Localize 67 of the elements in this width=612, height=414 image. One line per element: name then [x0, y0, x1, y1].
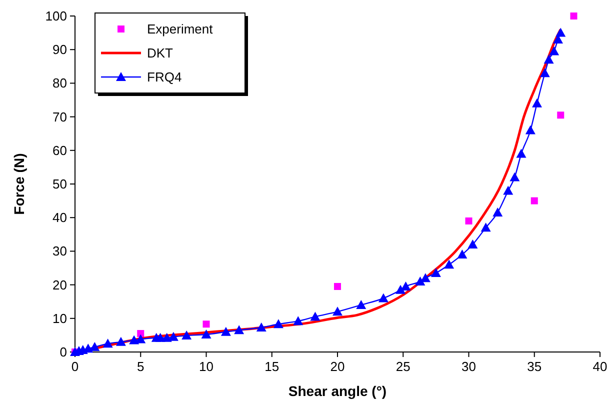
point [457, 250, 468, 259]
x-tick-label: 20 [330, 359, 345, 374]
y-tick-label: 30 [52, 244, 67, 259]
point [378, 293, 388, 302]
x-tick-label: 15 [264, 359, 280, 374]
point [480, 222, 491, 232]
point [310, 312, 320, 321]
y-tick-label: 50 [52, 176, 67, 192]
point [90, 342, 100, 351]
point [137, 330, 144, 338]
point [202, 320, 210, 328]
point [396, 284, 406, 294]
point [182, 330, 192, 340]
point [468, 239, 478, 248]
point [556, 28, 566, 37]
point [532, 98, 542, 108]
point [510, 172, 520, 182]
point [273, 319, 284, 328]
x-tick-label: 40 [592, 359, 608, 374]
x-tick-label: 35 [527, 359, 542, 374]
point [334, 282, 341, 290]
point [256, 322, 266, 332]
point [570, 12, 578, 20]
y-tick-label: 100 [45, 8, 67, 24]
point [430, 268, 441, 278]
x-tick-label: 5 [137, 359, 144, 374]
y-tick-label: 20 [52, 277, 67, 292]
point [557, 112, 564, 119]
point [136, 334, 146, 344]
y-axis-title: Force (N) [11, 153, 27, 215]
point [356, 300, 366, 309]
y-tick-label: 70 [52, 109, 67, 124]
point [102, 338, 113, 348]
x-tick-label: 10 [199, 359, 214, 374]
point [503, 186, 514, 195]
point [530, 197, 538, 204]
legend-label: DKT [147, 46, 174, 60]
y-tick-label: 90 [52, 42, 67, 58]
x-axis-title: Shear angle (°) [288, 383, 387, 399]
y-tick-label: 80 [52, 76, 67, 91]
legend-label: Experiment [147, 22, 214, 36]
y-tick-label: 60 [52, 142, 67, 158]
point [492, 208, 503, 217]
point [116, 336, 126, 346]
point [540, 68, 550, 78]
point [293, 316, 304, 326]
x-tick-label: 0 [71, 359, 79, 374]
y-tick-label: 40 [52, 210, 67, 226]
point [234, 325, 244, 334]
point [465, 217, 472, 224]
point [332, 306, 342, 316]
point [444, 260, 454, 269]
point [549, 46, 560, 56]
point [525, 125, 536, 134]
point [516, 148, 526, 158]
y-tick-label: 0 [60, 344, 67, 360]
x-tick-label: 30 [462, 359, 476, 374]
point [201, 330, 212, 339]
point [400, 281, 411, 290]
point [415, 276, 426, 286]
legend-label: FRQ4 [147, 70, 182, 84]
point [220, 326, 231, 336]
point [162, 332, 172, 342]
x-tick-label: 25 [396, 359, 410, 374]
point [168, 332, 178, 341]
y-tick-label: 10 [52, 310, 67, 326]
point [544, 54, 554, 64]
